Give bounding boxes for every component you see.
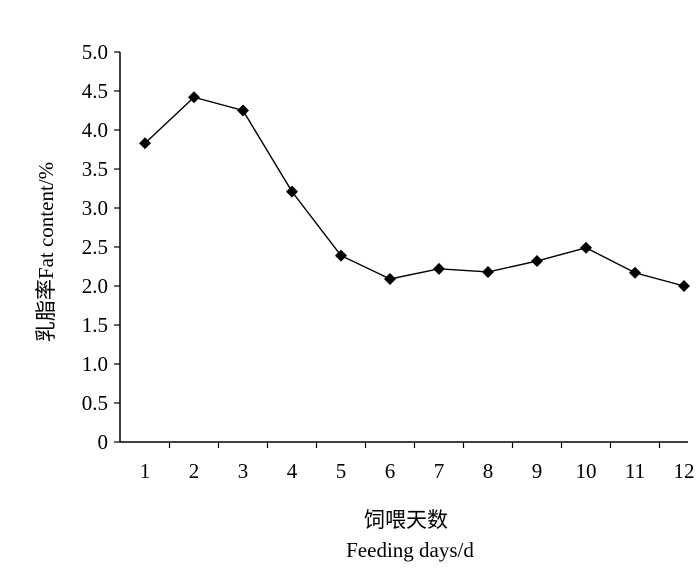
series-line-path	[144, 96, 685, 287]
x-tick-label: 1	[140, 459, 151, 483]
data-point-marker	[237, 104, 249, 117]
x-axis-title: Feeding days/d	[346, 538, 474, 562]
data-point-marker	[580, 241, 592, 254]
y-tick-label: 0.5	[82, 391, 108, 415]
x-tick-label: 9	[532, 459, 543, 483]
data-point-marker	[188, 91, 200, 104]
x-tick-label: 7	[434, 459, 445, 483]
data-point-marker	[286, 185, 298, 198]
y-tick-label: 3.5	[82, 157, 108, 181]
y-tick-label: 1.0	[82, 352, 108, 376]
x-tick-label: 2	[189, 459, 200, 483]
y-tick-label: 2.5	[82, 235, 108, 259]
data-point-marker	[384, 272, 396, 285]
x-axis-title-chinese: 饲喂天数	[364, 508, 448, 532]
x-tick-label: 12	[674, 459, 695, 483]
x-tick-label: 6	[385, 459, 396, 483]
y-tick-label: 4.0	[82, 118, 108, 142]
x-tick-label: 4	[287, 459, 298, 483]
axis-titles: 乳脂率Fat content/% 饲喂天数 Feeding days/d	[34, 162, 475, 562]
y-tick-label: 0	[98, 430, 109, 454]
data-point-marker	[629, 266, 641, 279]
series-line	[139, 91, 690, 292]
data-point-marker	[531, 255, 543, 268]
data-point-marker	[335, 249, 347, 262]
x-tick-label: 5	[336, 459, 347, 483]
x-tick-label: 3	[238, 459, 249, 483]
y-axis-title: 乳脂率Fat content/%	[34, 162, 58, 342]
y-axis-ticks: 0 0.5 1.0 1.5 2.0 2.5 3.0 3.5 4.0 4.5 5.0	[82, 40, 120, 454]
y-tick-label: 3.0	[82, 196, 108, 220]
x-tick-label: 10	[576, 459, 597, 483]
y-tick-label: 1.5	[82, 313, 108, 337]
x-tick-label: 11	[625, 459, 645, 483]
axes	[119, 52, 688, 443]
data-point-marker	[139, 137, 151, 150]
x-axis-ticks: 1 2 3 4 5 6 7 8 9 10 11 12	[140, 442, 695, 483]
data-point-marker	[678, 280, 690, 292]
y-tick-label: 4.5	[82, 79, 108, 103]
data-point-marker	[482, 265, 494, 278]
y-tick-label: 2.0	[82, 274, 108, 298]
x-tick-label: 8	[483, 459, 494, 483]
data-point-marker	[433, 262, 445, 275]
y-tick-label: 5.0	[82, 40, 108, 64]
